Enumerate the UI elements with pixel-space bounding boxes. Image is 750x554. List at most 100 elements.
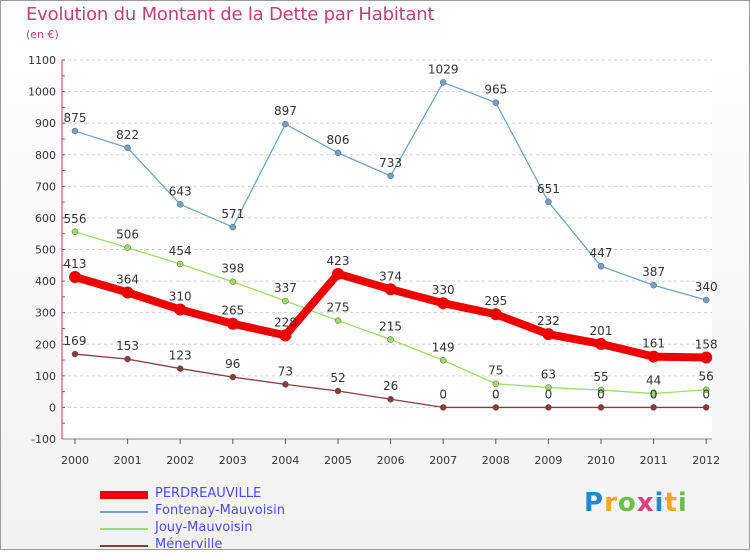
chart-title: Evolution du Montant de la Dette par Hab…	[26, 4, 435, 25]
chart-subtitle: (en €)	[26, 28, 59, 41]
data-label: 44	[646, 374, 661, 388]
legend-label: Jouy-Mauvoisin	[155, 520, 253, 535]
y-tick-label: 0	[49, 401, 56, 414]
data-point	[439, 404, 447, 411]
logo-letter: t	[664, 488, 678, 518]
data-label: 161	[642, 337, 665, 351]
data-label: 56	[699, 370, 714, 384]
y-tick-label: 1100	[28, 54, 56, 67]
data-point	[545, 404, 552, 411]
x-tick-label: 2005	[324, 454, 352, 467]
data-label: 340	[695, 280, 718, 294]
data-point	[597, 386, 605, 394]
y-tick-label: 1000	[28, 86, 56, 99]
data-point	[492, 99, 500, 106]
data-label: 232	[537, 314, 560, 328]
data-label: 556	[64, 212, 87, 226]
data-label: 96	[225, 357, 240, 371]
data-point	[439, 357, 447, 364]
data-point	[492, 380, 500, 387]
data-point	[702, 404, 710, 411]
data-point	[597, 404, 605, 411]
data-label: 330	[432, 283, 455, 297]
x-tick-label: 2000	[61, 454, 89, 467]
y-tick-label: 900	[35, 117, 56, 130]
data-label: 897	[274, 104, 297, 118]
data-point	[174, 303, 187, 316]
data-label: 0	[702, 387, 710, 401]
data-label: 0	[439, 387, 447, 401]
data-label: 228	[274, 315, 297, 329]
legend-swatch	[100, 491, 148, 499]
data-point	[176, 201, 184, 208]
data-point	[545, 198, 552, 206]
data-point	[124, 355, 131, 363]
legend-swatch	[100, 528, 148, 530]
data-label: 1029	[428, 62, 459, 76]
legend-swatch	[100, 511, 148, 513]
data-label: 337	[274, 281, 297, 295]
x-tick-label: 2006	[377, 454, 405, 467]
proxiti-logo: Proxiti	[584, 488, 688, 518]
x-tick-label: 2001	[114, 454, 142, 467]
y-tick-label: -100	[31, 433, 56, 446]
data-point	[229, 223, 237, 231]
data-label: 215	[379, 320, 402, 334]
data-point	[176, 365, 184, 372]
data-point	[597, 262, 605, 270]
data-label: 149	[432, 340, 455, 354]
data-point	[71, 350, 79, 358]
data-label: 265	[221, 304, 244, 318]
data-label: 201	[590, 324, 613, 338]
data-point	[387, 395, 394, 403]
y-tick-label: 600	[35, 212, 56, 225]
logo-letter: P	[584, 488, 605, 518]
data-point	[702, 296, 710, 304]
data-label: 806	[327, 133, 350, 147]
data-label: 364	[116, 272, 139, 286]
data-label: 153	[116, 339, 139, 353]
data-point	[334, 317, 342, 324]
y-tick-label: 700	[35, 180, 56, 193]
logo-letter: r	[604, 488, 618, 518]
data-point	[121, 286, 134, 299]
data-label: 275	[327, 301, 350, 315]
data-point	[176, 260, 184, 268]
data-label: 733	[379, 156, 402, 170]
data-point	[229, 278, 237, 285]
data-label: 0	[597, 387, 605, 401]
data-point	[334, 149, 342, 157]
y-tick-label: 300	[35, 307, 56, 320]
data-label: 55	[593, 370, 608, 384]
x-tick-label: 2009	[534, 454, 562, 467]
data-point	[702, 386, 710, 393]
data-point	[226, 317, 239, 330]
x-tick-label: 2010	[587, 454, 615, 467]
data-point	[595, 337, 607, 350]
data-point	[279, 329, 292, 342]
data-label: 0	[650, 387, 658, 401]
data-label: 571	[221, 207, 244, 221]
y-tick-label: 400	[35, 275, 56, 288]
legend-swatch	[100, 545, 148, 547]
data-point	[334, 387, 342, 395]
data-point	[387, 172, 394, 180]
data-point	[492, 404, 500, 411]
data-label: 310	[169, 290, 192, 304]
data-point	[489, 308, 502, 321]
data-label: 651	[537, 182, 560, 196]
x-tick-label: 2011	[640, 454, 668, 467]
data-label: 374	[379, 269, 402, 283]
data-point	[439, 79, 447, 86]
x-tick-label: 2003	[219, 454, 247, 467]
data-label: 822	[116, 128, 139, 142]
data-point	[71, 228, 79, 236]
data-point	[282, 120, 289, 128]
data-point	[650, 390, 657, 397]
data-point	[71, 127, 79, 135]
legend-label: Fontenay-Mauvoisin	[155, 503, 285, 518]
y-tick-label: 200	[35, 338, 56, 351]
logo-letter: i	[654, 488, 665, 518]
x-tick-label: 2004	[271, 454, 299, 467]
